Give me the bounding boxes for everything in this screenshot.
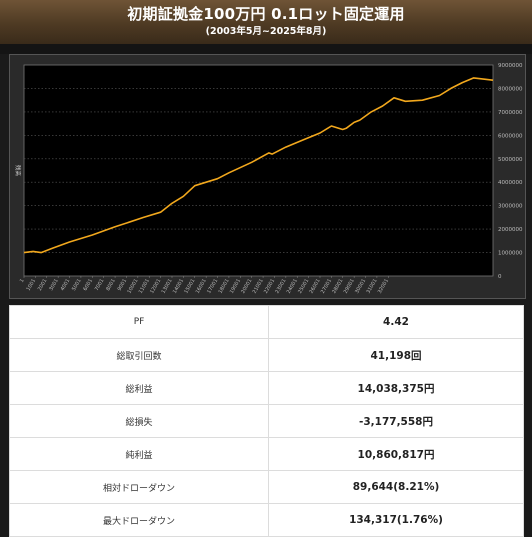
y-tick-label: 1000000 [498,251,523,257]
stats-value: 4.42 [268,305,524,339]
y-tick-label: 9000000 [498,63,523,69]
x-tick-label: 7001 [94,278,106,292]
stats-value: 89,644(8.21%) [268,470,524,504]
stats-row: 総取引回数 41,198回 [9,338,524,372]
header: 初期証拠金100万円 0.1ロット固定運用 (2003年5月~2025年8月) [0,0,532,44]
stats-label: 総取引回数 [9,338,269,372]
x-tick-label: 3001 [48,278,60,292]
stats-label: 最大ドローダウン [9,503,269,537]
x-tick-label: 6001 [82,278,94,292]
y-tick-label: 6000000 [498,133,523,139]
x-tick-label: 2001 [37,278,49,292]
y-tick-label: 3000000 [498,204,523,210]
y-tick-label: 5000000 [498,157,523,163]
y-tick-label: 2000000 [498,227,523,233]
stats-value: -3,177,558円 [268,404,524,438]
stats-row: PF 4.42 [9,305,524,339]
stats-value: 134,317(1.76%) [268,503,524,537]
y-tick-label: 4000000 [498,180,523,186]
stats-table: PF 4.42 総取引回数 41,198回 総利益 14,038,375円 総損失 -3,17… [9,305,524,537]
balance-line [23,77,494,254]
stats-value: 14,038,375円 [268,371,524,405]
stats-row: 総損失 -3,177,558円 [9,404,524,438]
stats-label: 相対ドローダウン [9,470,269,504]
x-tick-label: 32001 [377,278,390,295]
y-tick-label: 0 [498,274,502,280]
x-tick-label: 5001 [71,278,83,292]
stats-value: 41,198回 [268,338,524,372]
x-tick-label: 1 [19,278,26,284]
stats-row: 相対ドローダウン 89,644(8.21%) [9,470,524,504]
header-divider [0,44,532,54]
page-subtitle: (2003年5月~2025年8月) [205,26,327,37]
x-tick-label: 8001 [105,278,117,292]
x-tick-label: 1001 [26,278,38,292]
stats-label: 総損失 [9,404,269,438]
y-tick-label: 7000000 [498,110,523,116]
y-axis-label: 残高 [14,165,22,177]
plot-area [23,64,494,277]
stats-row: 純利益 10,860,817円 [9,437,524,471]
stats-row: 最大ドローダウン 134,317(1.76%) [9,503,524,537]
stats-label: 総利益 [9,371,269,405]
page-title: 初期証拠金100万円 0.1ロット固定運用 [127,5,405,23]
stats-row: 総利益 14,038,375円 [9,371,524,405]
stats-label: PF [9,305,269,339]
balance-chart: 0 1000000 2000000 3000000 4000000 5000000 6000… [9,54,526,299]
y-tick-label: 8000000 [498,86,523,92]
x-tick-label: 9001 [117,278,129,292]
stats-value: 10,860,817円 [268,437,524,471]
stats-table-container: PF 4.42 総取引回数 41,198回 総利益 14,038,375円 総損失 -3,17… [9,305,524,537]
stats-label: 純利益 [9,437,269,471]
balance-chart-svg: 0 1000000 2000000 3000000 4000000 5000000 6000… [14,63,523,295]
x-tick-label: 4001 [60,278,72,292]
